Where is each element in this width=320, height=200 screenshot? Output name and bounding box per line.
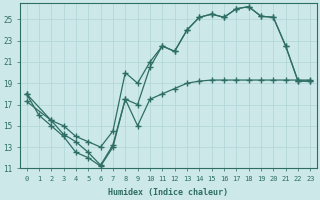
X-axis label: Humidex (Indice chaleur): Humidex (Indice chaleur) — [108, 188, 228, 197]
